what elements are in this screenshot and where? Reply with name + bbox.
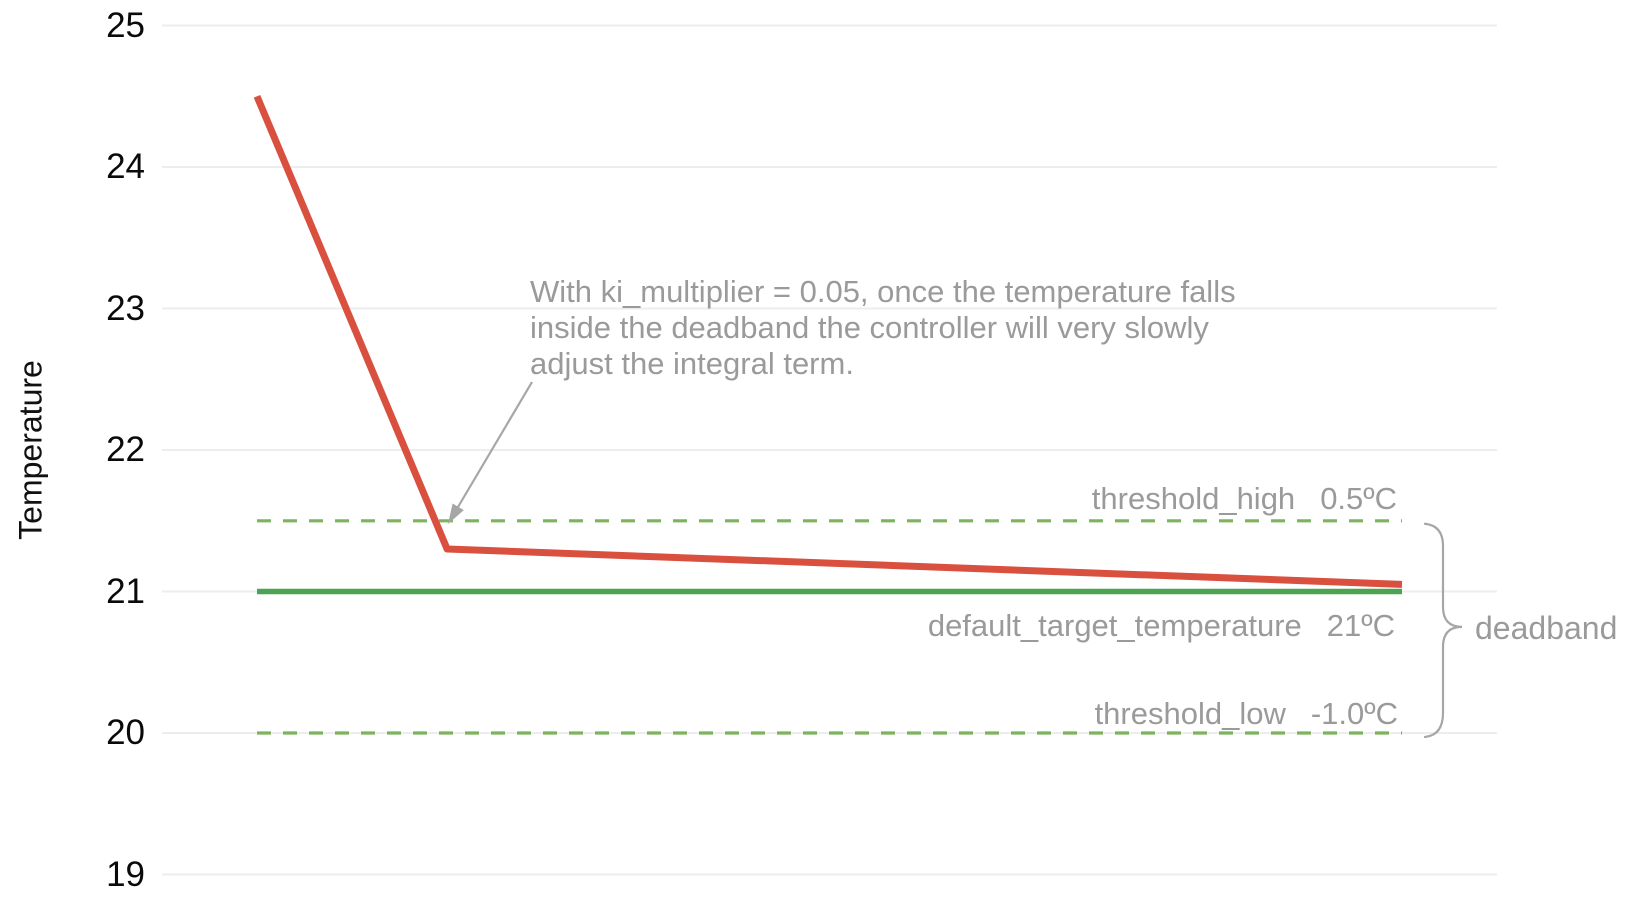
- threshold-high-label: threshold_high 0.5ºC: [1092, 483, 1397, 515]
- y-axis-title: Temperature: [12, 360, 49, 540]
- threshold-high-name: threshold_high: [1091, 481, 1296, 516]
- y-tick-label: 25: [106, 5, 145, 45]
- annotation-text: With ki_multiplier = 0.05, once the temp…: [530, 274, 1236, 382]
- y-tick-label: 24: [106, 147, 145, 186]
- y-tick-label: 19: [106, 854, 145, 894]
- annotation-arrowhead: [448, 503, 464, 524]
- deadband-brace: [1423, 522, 1463, 739]
- annotation-text-line: adjust the integral term.: [530, 346, 854, 381]
- y-tick-label: 20: [106, 713, 145, 752]
- annotation-text-line: With ki_multiplier = 0.05, once the temp…: [530, 274, 1236, 309]
- annotation-arrow-line: [457, 381, 533, 508]
- threshold-high-value: 0.5ºC: [1320, 481, 1397, 516]
- y-tick-label: 23: [106, 288, 145, 328]
- default-target-value: 21ºC: [1326, 608, 1395, 643]
- threshold-low-value: -1.0ºC: [1310, 696, 1398, 731]
- threshold-low-name: threshold_low: [1094, 696, 1286, 731]
- threshold-low-label: threshold_low -1.0ºC: [1095, 698, 1398, 730]
- temperature-line: [253, 94, 1403, 588]
- annotation-text-line: inside the deadband the controller will …: [530, 310, 1209, 345]
- y-tick-label: 21: [106, 571, 145, 611]
- default-target-name: default_target_temperature: [927, 608, 1302, 643]
- deadband-label: deadband: [1475, 610, 1618, 646]
- default-target-temperature-label: default_target_temperature 21ºC: [928, 610, 1395, 642]
- y-tick-label: 22: [106, 430, 145, 469]
